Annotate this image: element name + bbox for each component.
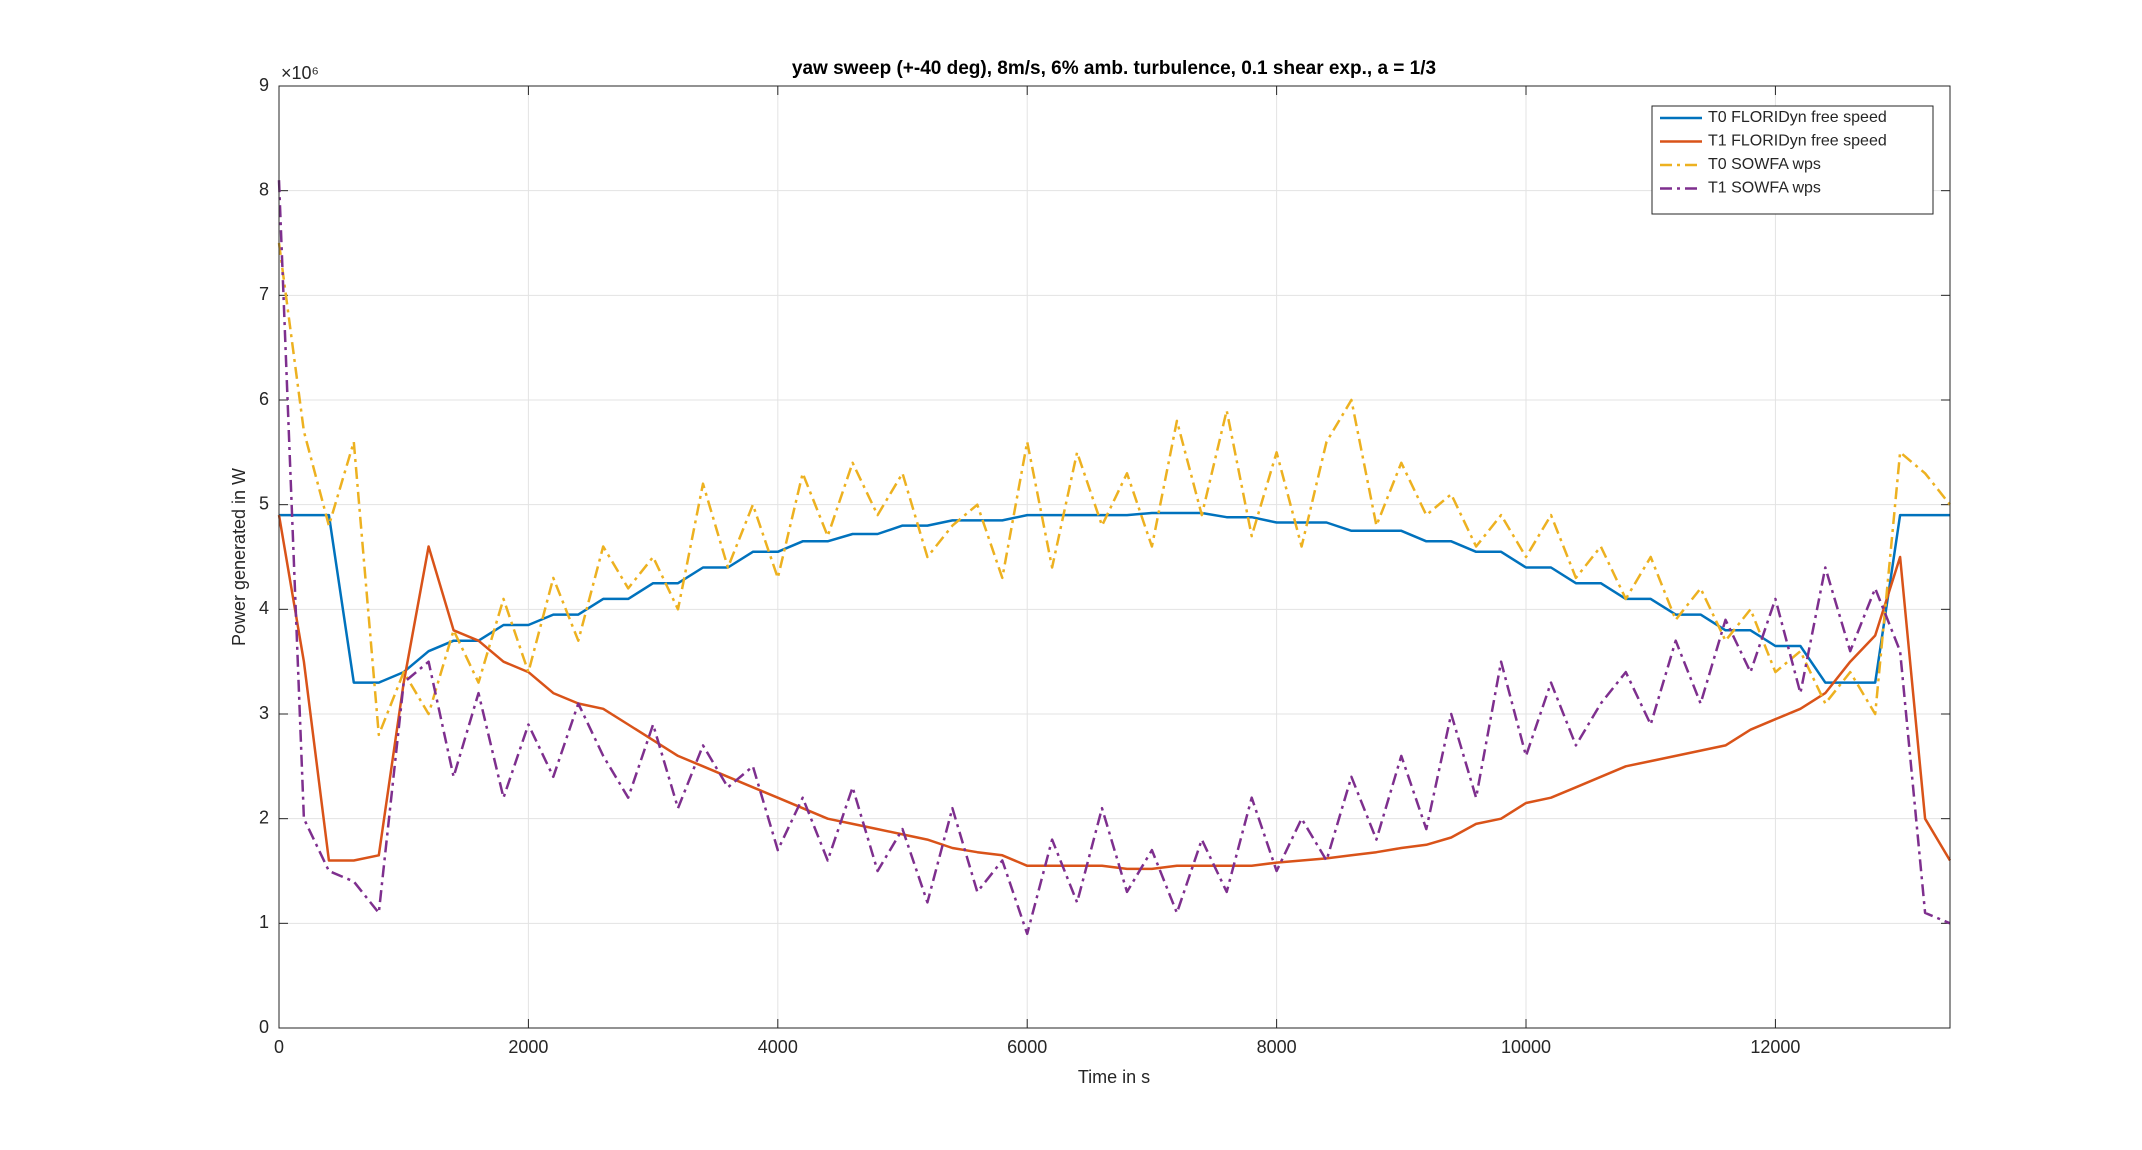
y-tick-label: 1 [259, 912, 269, 932]
axes-box [278, 85, 1951, 1029]
x-axis-label: Time in s [1078, 1067, 1150, 1087]
y-tick-label: 0 [259, 1017, 269, 1037]
y-tick-label: 9 [259, 75, 269, 95]
x-tick-label: 12000 [1750, 1037, 1800, 1057]
y-axis-label: Power generated in W [229, 468, 249, 646]
legend-label: T1 FLORIDyn free speed [1708, 133, 1887, 150]
legend-box [1651, 105, 1934, 215]
legend-label: T1 SOWFA wps [1708, 180, 1821, 197]
y-tick-label: 3 [259, 703, 269, 723]
x-tick-label: 4000 [758, 1037, 798, 1057]
series-line [279, 511, 1950, 684]
y-tick-label: 2 [259, 807, 269, 827]
y-exponent: ×10⁶ [281, 63, 319, 83]
x-tick-label: 8000 [1257, 1037, 1297, 1057]
series-line [277, 514, 1952, 871]
series-line [277, 180, 1951, 936]
chart-title: yaw sweep (+-40 deg), 8m/s, 6% amb. turb… [792, 58, 1436, 79]
legend-label: T0 FLORIDyn free speed [1708, 109, 1887, 126]
y-tick-label: 8 [259, 179, 269, 199]
legend-label: T0 SOWFA wps [1708, 156, 1821, 173]
x-tick-label: 10000 [1501, 1037, 1551, 1057]
plot-area [279, 86, 1950, 1028]
y-tick-label: 4 [259, 598, 269, 618]
x-tick-label: 2000 [508, 1037, 548, 1057]
y-tick-label: 7 [259, 284, 269, 304]
y-tick-label: 6 [259, 389, 269, 409]
x-tick-label: 6000 [1007, 1037, 1047, 1057]
x-tick-label: 0 [274, 1037, 284, 1057]
y-tick-label: 5 [259, 493, 269, 513]
series-line [277, 242, 1951, 737]
